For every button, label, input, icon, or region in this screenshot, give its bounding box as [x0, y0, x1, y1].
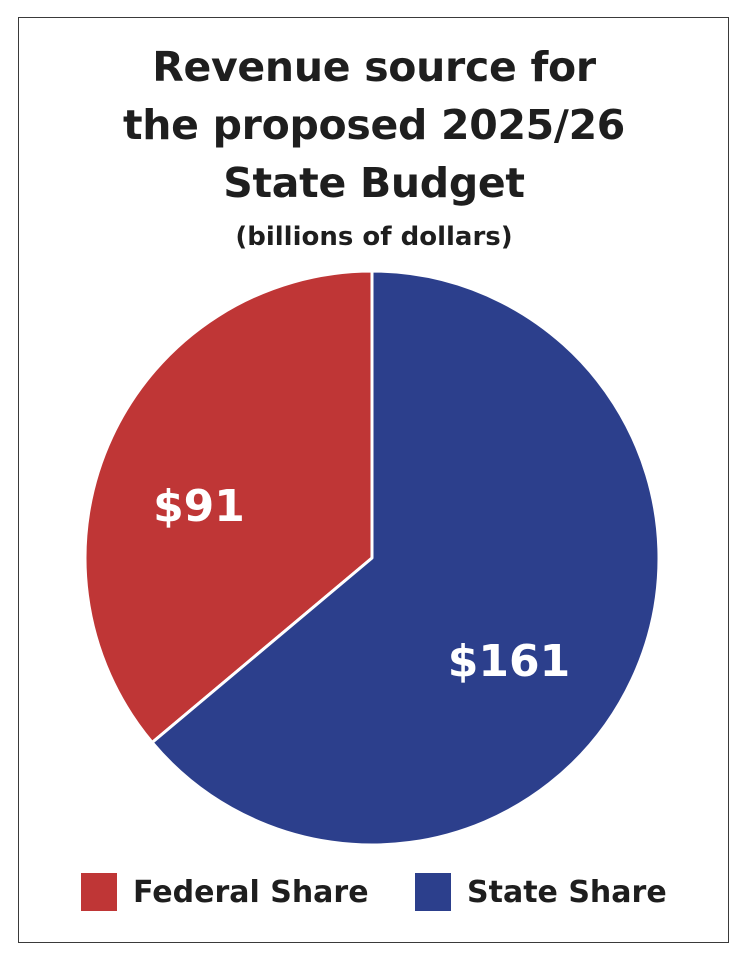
data-label-state-share: $161	[448, 636, 570, 687]
legend-swatch-federal-share	[81, 873, 117, 911]
chart-title-line-1: Revenue source for	[152, 43, 596, 91]
chart-subtitle: (billions of dollars)	[235, 222, 513, 252]
data-label-federal-share: $91	[153, 481, 245, 532]
legend-label-state-share: State Share	[467, 874, 667, 910]
legend-item-state-share: State Share	[415, 868, 667, 916]
pie-slice-state-share	[150, 269, 661, 847]
chart-title-line-3: State Budget	[223, 159, 525, 207]
legend-item-federal-share: Federal Share	[81, 868, 369, 916]
legend-swatch-state-share	[415, 873, 451, 911]
pie-slice-federal-share	[83, 269, 374, 744]
legend: Federal Share State Share	[0, 868, 748, 916]
chart-title-line-2: the proposed 2025/26	[122, 101, 626, 149]
chart-title: Revenue source for the proposed 2025/26 …	[0, 38, 748, 212]
legend-label-federal-share: Federal Share	[133, 874, 369, 910]
